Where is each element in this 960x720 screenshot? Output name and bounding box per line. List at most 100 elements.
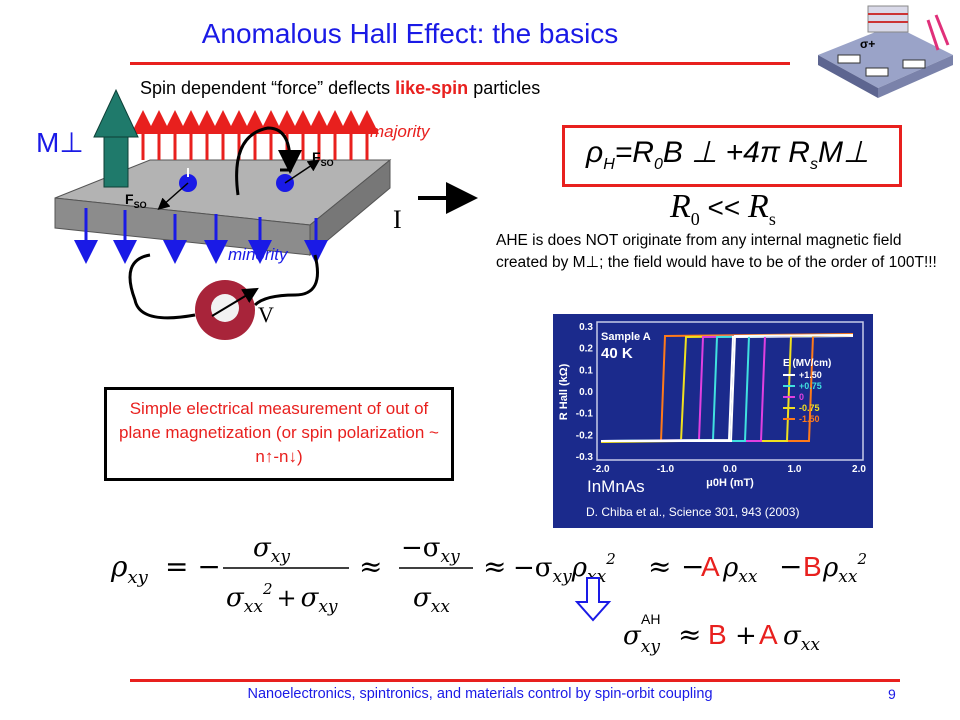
f-s: s (809, 156, 818, 173)
r0-much-less-rs: R0 << Rs (670, 188, 776, 230)
ahe-note: AHE is does NOT originate from any inter… (496, 232, 937, 271)
title-underline (130, 62, 790, 65)
magnetization-arrow (93, 88, 139, 188)
plot-legend-label: +1.50 (799, 370, 822, 380)
eq-rho: ρ (110, 550, 128, 583)
eq-approx1: ≈ (359, 550, 382, 583)
plot-ylabel: R Hall (kΩ) (558, 363, 570, 420)
plot-xtick: -2.0 (592, 464, 610, 475)
eq-sah-sub: xy (641, 637, 661, 657)
majority-spin-arrows (131, 110, 379, 160)
page-number: 9 (888, 686, 896, 702)
fso-main-2: F (312, 149, 321, 165)
eq-sxx3-sub: xx (801, 635, 821, 655)
plot-ytick: 0.0 (579, 387, 593, 398)
svg-text:ρxx2: ρxx2 (822, 550, 867, 587)
subtitle-text: Spin dependent “force” deflects (140, 78, 396, 98)
r0-sub: 0 (690, 208, 700, 229)
f-rho: ρ (586, 136, 604, 169)
eq-sxy-sub: xy (271, 547, 291, 567)
voltmeter (128, 253, 319, 340)
eq-rho3: ρ (722, 553, 739, 583)
eq-msxy: −σ (401, 533, 441, 563)
hall-resistivity-formula: ρH=R0B ⊥ +4π RsM⊥ (586, 135, 869, 174)
fso-sub: SO (133, 199, 147, 210)
measurement-box: Simple electrical measurement of out of … (104, 387, 454, 481)
plot-legend: +1.50+0.750-0.75-1.50 (783, 370, 822, 424)
plot-legend-label: 0 (799, 392, 804, 402)
f-h: H (603, 156, 615, 173)
plot-ticks: 0.3 0.2 0.1 0.0 -0.1 -0.2 -0.3-2.0 -1.0 0.0 1.0 2.… (576, 322, 867, 475)
voltage-label: V (258, 302, 274, 327)
svg-text:σxy: σxy (623, 621, 660, 657)
r0: R (670, 188, 691, 225)
subtitle-text-end: particles (468, 78, 541, 98)
plot-ytick: -0.3 (576, 452, 594, 463)
f-eqr: =R (614, 136, 654, 169)
ahe-diagram (54, 88, 478, 340)
svg-text:ρxy: ρxy (110, 550, 149, 588)
subtitle-highlight: like-spin (395, 78, 469, 98)
eq-msxy-sub: xy (441, 547, 461, 567)
eq-approx4: ≈ (678, 618, 701, 651)
eq-plus2: + (735, 621, 757, 651)
svg-text:σxx: σxx (413, 583, 450, 617)
eq-msxy3: −σ (513, 553, 553, 583)
m-perp-label: M⊥ (36, 127, 84, 158)
rs-sub: s (768, 208, 776, 229)
eq-sxx2: σ (413, 583, 432, 613)
plot-citation: D. Chiba et al., Science 301, 943 (2003) (586, 505, 799, 519)
fso-label-right: FSO (312, 149, 334, 168)
eq-sq: 2 (262, 580, 273, 598)
eq-sxx: σ (226, 583, 245, 613)
hysteresis-loops (600, 333, 854, 443)
svg-text:σxx2+σxy: σxx2 + σxy (226, 580, 338, 617)
eq-approx2: ≈ (483, 550, 506, 583)
minority-spin-arrows (74, 208, 328, 264)
slide-subtitle: Spin dependent “force” deflects like-spi… (140, 78, 540, 99)
plot-xtick: 2.0 (852, 464, 866, 475)
much-less: << (699, 192, 749, 223)
sample-slab (54, 158, 392, 257)
eq-minus2: − (779, 550, 802, 583)
eq-coef-b2: B (708, 619, 727, 650)
slide-title: Anomalous Hall Effect: the basics (201, 18, 619, 49)
eq-sq4: 2 (856, 550, 867, 568)
plot-ytick: -0.2 (576, 430, 594, 441)
eq-coef-a: A (701, 551, 720, 582)
conductivity-equation: ρxy = − σxy σxx2+σxy ≈ −σxy σxx ≈ −σxyρx… (110, 533, 867, 657)
hysteresis-plot: 0.3 0.2 0.1 0.0 -0.1 -0.2 -0.3-2.0 -1.0 0.0 1.0 2.… (553, 314, 873, 528)
eq-approx3: ≈ (648, 550, 671, 583)
eq-sxy2-sub: xy (318, 597, 338, 617)
svg-text:ρxx: ρxx (722, 553, 758, 587)
plot-xtick: 0.0 (723, 464, 737, 475)
plot-legend-title: E (MV/cm) (783, 358, 831, 369)
implies-arrow (574, 577, 612, 622)
minority-label: minority (228, 245, 288, 264)
eq-coef-a2: A (759, 619, 778, 650)
current-label: I (393, 205, 402, 234)
fso-sub-2: SO (320, 157, 334, 168)
f-m: M⊥ (817, 136, 870, 169)
plot-legend-label: -0.75 (799, 403, 820, 413)
plot-ytick: 0.1 (579, 365, 593, 376)
footer-text: Nanoelectronics, spintronics, and materi… (247, 686, 713, 702)
rs: R (748, 188, 769, 225)
eq-rho-sub: xy (127, 567, 148, 588)
plot-ytick: 0.3 (579, 322, 593, 333)
eq-rho4-sub: xx (838, 567, 858, 587)
spin-particles (157, 126, 320, 210)
fso-main: F (125, 191, 134, 207)
eq-rho3-sub: xx (738, 567, 758, 587)
plot-ytick: 0.2 (579, 344, 593, 355)
eq-sxx3: σ (783, 621, 802, 651)
svg-text:−σxy: −σxy (401, 533, 460, 567)
eq-equals: = − (165, 550, 221, 583)
eq-minus1: − (681, 550, 704, 583)
plot-temperature: 40 K (601, 345, 633, 362)
eq-plus: + (276, 584, 296, 612)
eq-sxx2-sub: xx (431, 597, 451, 617)
eq-rho2: ρ (571, 553, 588, 583)
plot-xtick: 1.0 (788, 464, 802, 475)
svg-text:σxx: σxx (783, 621, 820, 655)
